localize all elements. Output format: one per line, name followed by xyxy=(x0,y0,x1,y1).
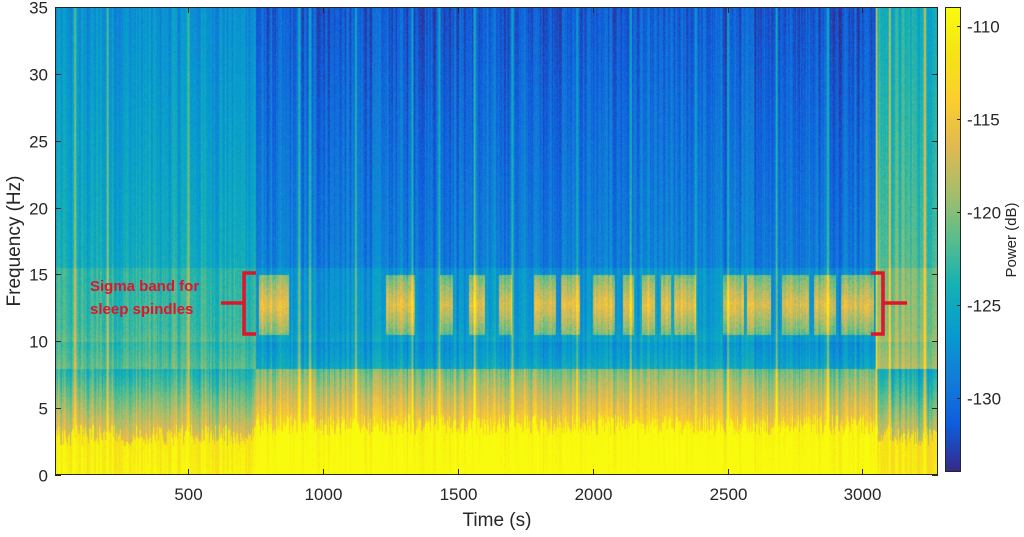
x-tick-label: 3000 xyxy=(844,485,882,504)
y-tick-label: 35 xyxy=(29,0,48,18)
annotation-text-line-2: sleep spindles xyxy=(90,301,193,318)
y-tick-label: 0 xyxy=(39,467,48,486)
y-tick-label: 15 xyxy=(29,266,48,285)
colorbar-frame xyxy=(945,7,961,472)
x-tick-label: 2500 xyxy=(710,485,748,504)
x-tick-label: 1000 xyxy=(305,485,343,504)
left-bracket-icon xyxy=(221,271,256,336)
y-axis-label: Frequency (Hz) xyxy=(4,176,25,307)
y-tick-label: 30 xyxy=(29,66,48,85)
y-tick-label: 25 xyxy=(29,133,48,152)
colorbar-gradient xyxy=(945,7,961,472)
x-tick-label: 1500 xyxy=(440,485,478,504)
colorbar-label: Power (dB) xyxy=(1003,202,1020,277)
x-tick-label: 2000 xyxy=(575,485,613,504)
colorbar-ticks: -110 -115 -120 -125 -130 xyxy=(957,18,1001,409)
sigma-band-annotation-left: Sigma band for sleep spindles xyxy=(90,271,256,336)
colorbar-tick-label: -130 xyxy=(967,390,1001,409)
colorbar-tick-label: -115 xyxy=(967,111,1000,130)
spectrogram-image xyxy=(55,7,938,475)
colorbar-tick-label: -120 xyxy=(967,204,1001,223)
y-axis-ticks: 0 5 10 15 20 25 30 35 xyxy=(29,0,938,486)
sigma-band-annotation-right xyxy=(871,271,907,336)
plot-frame xyxy=(55,7,938,475)
x-axis-ticks: 500 1000 1500 2000 2500 3000 xyxy=(174,7,881,504)
colorbar-tick-label: -125 xyxy=(967,297,1001,316)
annotation-text-line-1: Sigma band for xyxy=(90,278,199,295)
right-bracket-icon xyxy=(871,271,907,336)
y-tick-label: 20 xyxy=(29,200,48,219)
colorbar-tick-label: -110 xyxy=(967,18,1000,37)
x-axis-label: Time (s) xyxy=(463,510,532,531)
x-tick-label: 500 xyxy=(174,485,202,504)
y-tick-label: 10 xyxy=(29,333,48,352)
y-tick-label: 5 xyxy=(39,400,48,419)
